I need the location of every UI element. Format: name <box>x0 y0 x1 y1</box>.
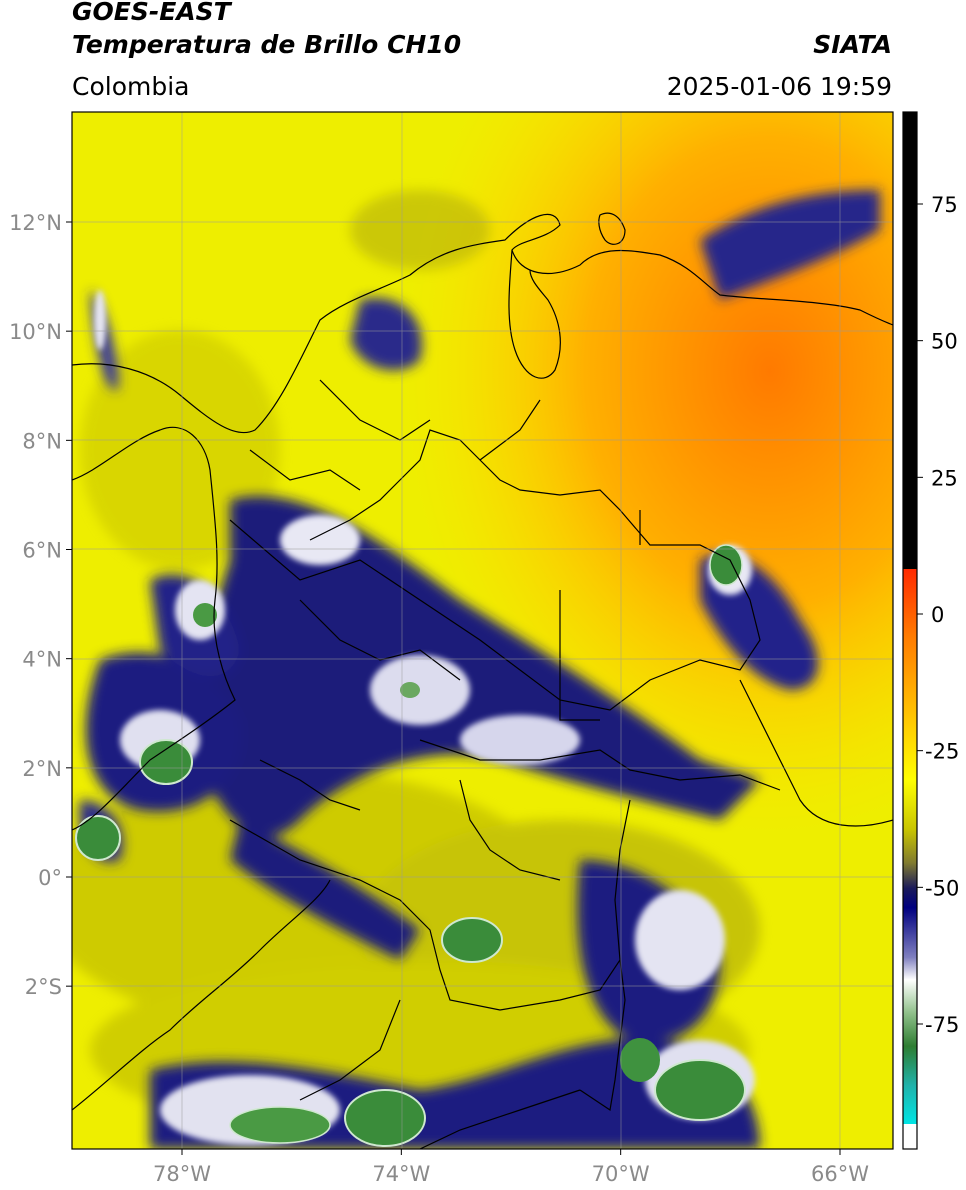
lat-tick-label: 8°N <box>22 429 62 453</box>
colorbar-gradient <box>903 569 917 1124</box>
lon-tick-label: 70°W <box>592 1162 650 1186</box>
lon-tick-label: 66°W <box>811 1162 869 1186</box>
title-line-1: GOES-EAST <box>72 0 231 26</box>
cloud-band <box>79 190 880 1149</box>
colorbar-tick-label: -50 <box>925 876 959 900</box>
lat-tick-label: 2°N <box>22 757 62 781</box>
title-line-2: Temperatura de Brillo CH10 <box>72 30 462 59</box>
colorbar: 75 50 25 0 -25 -50 -75 <box>902 111 959 1150</box>
colorbar-ticks: 75 50 25 0 -25 -50 -75 <box>917 193 959 1037</box>
longitude-ticks: 78°W 74°W 70°W 66°W <box>153 1149 869 1186</box>
graticule <box>72 112 893 1149</box>
colorbar-tick-label: -75 <box>925 1013 959 1037</box>
lat-tick-label: 12°N <box>9 211 62 235</box>
source-label: SIATA <box>813 30 892 59</box>
coldest-tops <box>75 544 746 1147</box>
map-imagery <box>72 112 893 1149</box>
colorbar-frame <box>902 111 918 1150</box>
colorbar-tick-label: -25 <box>925 740 959 764</box>
datetime-label: 2025-01-06 19:59 <box>666 72 892 101</box>
latitude-ticks: 12°N 10°N 8°N 6°N 4°N 2°N 0° 2°S <box>9 211 72 999</box>
coastlines-borders <box>72 212 893 1149</box>
map-frame <box>71 111 894 1150</box>
lat-tick-label: 6°N <box>22 539 62 563</box>
lat-tick-label: 10°N <box>9 320 62 344</box>
lat-tick-label: 4°N <box>22 648 62 672</box>
lat-tick-label: 2°S <box>25 975 62 999</box>
colorbar-tick-label: 25 <box>931 466 958 490</box>
lon-tick-label: 74°W <box>372 1162 430 1186</box>
colorbar-tick-label: 75 <box>931 193 958 217</box>
lat-tick-label: 0° <box>38 866 62 890</box>
colorbar-white-segment <box>903 1124 917 1149</box>
colorbar-tick-label: 0 <box>931 603 944 627</box>
region-label: Colombia <box>72 72 190 101</box>
lon-tick-label: 78°W <box>153 1162 211 1186</box>
colorbar-tick-label: 50 <box>931 330 958 354</box>
colorbar-black-segment <box>903 112 917 569</box>
